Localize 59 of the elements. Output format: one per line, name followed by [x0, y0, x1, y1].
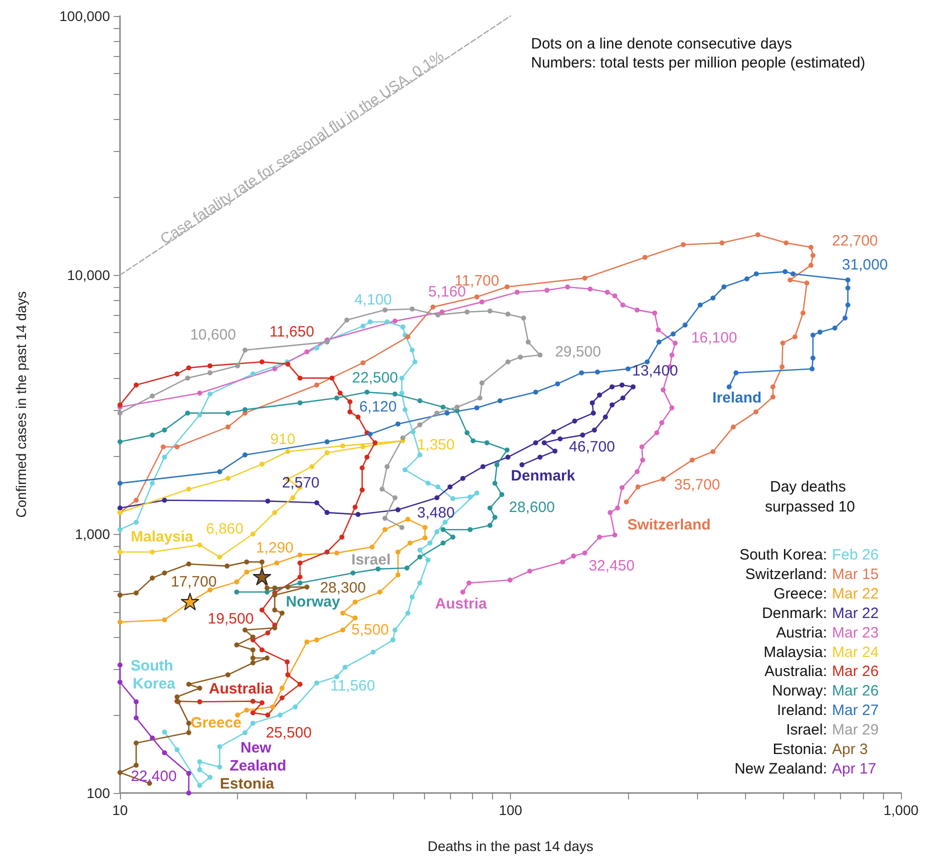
annotation: 31,000 [842, 256, 888, 274]
annotation: 5,500 [351, 621, 389, 638]
annotation: 19,500 [208, 610, 254, 628]
series-label: Greece [190, 714, 242, 732]
annotation: 28,600 [508, 498, 555, 516]
y-tick-label: 100,000 [59, 8, 110, 24]
annotation: 3,480 [417, 504, 455, 522]
annotation: Israel: Mar 29 [786, 722, 879, 739]
y-tick-label: 1,000 [74, 526, 110, 542]
x-tick-label: 1,000 [883, 802, 919, 818]
annotation: 4,100 [354, 291, 392, 308]
series-label: Switzerland [627, 516, 711, 534]
annotation: Greece: Mar 22 [774, 585, 879, 602]
annotation: 22,700 [832, 232, 878, 250]
annotation: Denmark: Mar 22 [762, 604, 879, 622]
annotation: 46,700 [569, 438, 615, 456]
series-label: Malaysia [130, 528, 194, 546]
annotation: Estonia: Apr 3 [772, 741, 868, 758]
text: Estonia [220, 776, 275, 792]
series-label: Australia [208, 680, 274, 698]
annotation: 22,400 [130, 768, 177, 785]
text: South Korea [130, 658, 178, 692]
series-label: Ireland [712, 390, 762, 406]
annotation: Australia: Mar 26 [764, 663, 879, 680]
annotation: New Zealand: Apr 17 [734, 760, 876, 778]
annotation: 22,500 [352, 370, 398, 387]
annotation: Norway: Mar 26 [772, 682, 879, 700]
x-tick-label: 10 [112, 802, 128, 818]
annotation: South Korea: Feb 26 [739, 546, 879, 564]
annotation: 11,650 [269, 324, 314, 341]
y-tick-label: 10,000 [67, 267, 110, 283]
annotation: Austria: Mar 23 [776, 624, 879, 642]
annotation: Numbers: total tests per million people (estimated) [531, 54, 866, 72]
annotation: 910 [270, 431, 296, 448]
annotation: 1,290 [256, 539, 294, 556]
x-tick-label: 100 [498, 802, 522, 818]
annotation: 6,860 [206, 520, 244, 538]
annotation: Switzerland: Mar 15 [745, 566, 879, 583]
annotation: 32,450 [588, 557, 635, 574]
annotation: Ireland: Mar 27 [776, 702, 879, 720]
y-tick-label: 100 [86, 785, 110, 801]
annotation: 16,100 [691, 330, 738, 347]
annotation: 25,500 [266, 724, 312, 742]
annotation: 1,350 [417, 436, 455, 454]
annotation: 6,120 [359, 398, 397, 416]
x-axis-title: Deaths in the past 14 days [428, 838, 594, 854]
annotation: 29,500 [555, 344, 601, 361]
legend-title: Day deaths surpassed 10 [764, 478, 856, 516]
annotation: 35,700 [674, 476, 720, 494]
annotation: 11,560 [330, 677, 376, 694]
annotation: 17,700 [170, 573, 217, 590]
annotation: 10,600 [190, 326, 236, 344]
series-label: Denmark [510, 468, 576, 484]
annotation: Malaysia: Mar 24 [764, 644, 879, 661]
y-axis-title: Confirmed cases in the past 14 days [13, 291, 29, 518]
series-label: Israel [351, 552, 391, 568]
text: New Zealand [230, 740, 286, 774]
annotation: Dots on a line denote consecutive days [531, 36, 792, 52]
series-label: Austria [435, 596, 488, 612]
